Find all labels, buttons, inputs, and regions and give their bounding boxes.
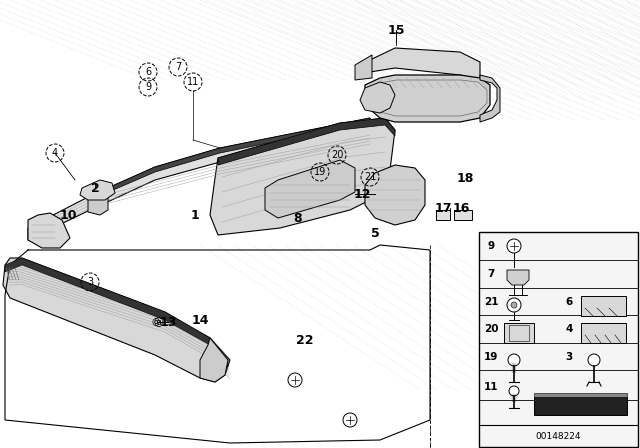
Text: 4: 4 bbox=[565, 324, 573, 334]
Text: 9: 9 bbox=[488, 241, 495, 251]
Circle shape bbox=[343, 413, 357, 427]
Polygon shape bbox=[28, 118, 370, 240]
Text: 18: 18 bbox=[456, 172, 474, 185]
Polygon shape bbox=[90, 118, 370, 200]
Circle shape bbox=[288, 373, 302, 387]
Text: 17: 17 bbox=[435, 202, 452, 215]
Polygon shape bbox=[370, 48, 480, 80]
Polygon shape bbox=[360, 82, 395, 113]
Polygon shape bbox=[210, 118, 395, 235]
Text: 3: 3 bbox=[87, 277, 93, 287]
FancyBboxPatch shape bbox=[454, 210, 472, 220]
Text: 11: 11 bbox=[484, 382, 499, 392]
Text: 19: 19 bbox=[484, 352, 498, 362]
Text: 7: 7 bbox=[487, 269, 495, 279]
Text: 15: 15 bbox=[387, 23, 404, 36]
Circle shape bbox=[508, 354, 520, 366]
Text: 5: 5 bbox=[371, 227, 380, 240]
Text: 11: 11 bbox=[187, 77, 199, 87]
Text: 00148224: 00148224 bbox=[536, 431, 581, 440]
Polygon shape bbox=[88, 190, 108, 215]
Circle shape bbox=[588, 354, 600, 366]
Text: 3: 3 bbox=[565, 352, 573, 362]
Polygon shape bbox=[80, 180, 115, 200]
Text: 6: 6 bbox=[145, 67, 151, 77]
Polygon shape bbox=[3, 258, 230, 382]
Text: @: @ bbox=[152, 318, 160, 327]
Text: 1: 1 bbox=[191, 208, 200, 221]
FancyBboxPatch shape bbox=[581, 323, 626, 343]
Text: 21: 21 bbox=[364, 172, 376, 182]
Polygon shape bbox=[265, 160, 355, 218]
Polygon shape bbox=[507, 270, 529, 285]
Polygon shape bbox=[218, 118, 395, 165]
Text: 7: 7 bbox=[175, 62, 181, 72]
FancyBboxPatch shape bbox=[479, 232, 638, 447]
Polygon shape bbox=[534, 397, 627, 415]
Polygon shape bbox=[365, 75, 490, 122]
Polygon shape bbox=[365, 165, 425, 225]
Text: 8: 8 bbox=[294, 211, 302, 224]
Polygon shape bbox=[480, 75, 500, 122]
Text: 14: 14 bbox=[191, 314, 209, 327]
Text: 10: 10 bbox=[60, 208, 77, 221]
Text: 21: 21 bbox=[484, 297, 499, 307]
Text: 16: 16 bbox=[452, 202, 470, 215]
Circle shape bbox=[509, 386, 519, 396]
Text: 13: 13 bbox=[159, 315, 177, 328]
Text: 6: 6 bbox=[565, 297, 573, 307]
Text: 2: 2 bbox=[91, 181, 99, 194]
FancyBboxPatch shape bbox=[436, 210, 450, 220]
Polygon shape bbox=[534, 393, 627, 397]
Text: @: @ bbox=[153, 317, 163, 327]
Circle shape bbox=[511, 302, 517, 308]
Polygon shape bbox=[355, 55, 372, 80]
FancyBboxPatch shape bbox=[581, 296, 626, 316]
Polygon shape bbox=[200, 338, 228, 382]
Text: 9: 9 bbox=[145, 82, 151, 92]
Text: 20: 20 bbox=[484, 324, 499, 334]
Polygon shape bbox=[28, 213, 70, 248]
Polygon shape bbox=[5, 258, 228, 367]
Text: 12: 12 bbox=[353, 188, 371, 201]
Circle shape bbox=[507, 298, 521, 312]
Text: 4: 4 bbox=[52, 148, 58, 158]
Circle shape bbox=[507, 239, 521, 253]
FancyBboxPatch shape bbox=[504, 323, 534, 343]
Text: 20: 20 bbox=[331, 150, 343, 160]
Text: 19: 19 bbox=[314, 167, 326, 177]
Text: 22: 22 bbox=[296, 333, 314, 346]
